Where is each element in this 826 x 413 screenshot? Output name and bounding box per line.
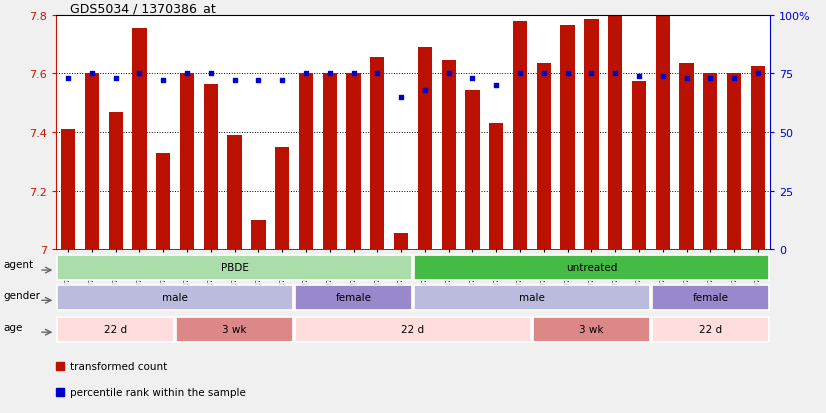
Bar [394, 234, 408, 250]
Text: percentile rank within the sample: percentile rank within the sample [70, 387, 246, 397]
Text: agent: agent [3, 260, 34, 270]
Bar [751, 67, 765, 250]
Text: 3 wk: 3 wk [579, 325, 604, 335]
Text: female: female [692, 293, 729, 303]
Bar [727, 74, 741, 250]
Bar [537, 64, 551, 250]
Bar [132, 29, 146, 250]
Point [490, 83, 503, 89]
FancyBboxPatch shape [414, 255, 769, 280]
Point [442, 71, 455, 78]
Text: 3 wk: 3 wk [222, 325, 247, 335]
Bar [275, 147, 289, 250]
Text: PBDE: PBDE [221, 263, 249, 273]
FancyBboxPatch shape [295, 317, 531, 342]
Text: 22 d: 22 d [401, 325, 425, 335]
FancyBboxPatch shape [176, 317, 293, 342]
Bar [251, 221, 265, 250]
Point [347, 71, 360, 78]
Point [514, 71, 527, 78]
Point [633, 73, 646, 80]
Point [323, 71, 336, 78]
Point [61, 76, 74, 82]
Text: age: age [3, 322, 23, 332]
Point [371, 71, 384, 78]
Bar [632, 82, 646, 250]
Point [109, 76, 122, 82]
Bar [180, 74, 194, 250]
Bar [608, 15, 622, 250]
Point [537, 71, 550, 78]
Bar [703, 74, 718, 250]
Bar [561, 26, 575, 250]
Point [228, 78, 241, 85]
Text: female: female [335, 293, 372, 303]
Text: 22 d: 22 d [104, 325, 127, 335]
Point [204, 71, 217, 78]
Text: GDS5034 / 1370386_at: GDS5034 / 1370386_at [70, 2, 216, 14]
FancyBboxPatch shape [652, 317, 769, 342]
Bar [489, 124, 503, 250]
Bar [370, 58, 384, 250]
Bar [156, 153, 170, 250]
Point [609, 71, 622, 78]
FancyBboxPatch shape [57, 317, 174, 342]
Point [252, 78, 265, 85]
Point [680, 76, 693, 82]
Bar [513, 21, 527, 250]
Point [704, 76, 717, 82]
Point [157, 78, 170, 85]
Point [752, 71, 765, 78]
Bar [346, 74, 361, 250]
Text: 22 d: 22 d [699, 325, 722, 335]
Bar [108, 112, 123, 250]
Point [561, 71, 574, 78]
Point [585, 71, 598, 78]
Bar [442, 61, 456, 250]
Point [85, 71, 98, 78]
Point [133, 71, 146, 78]
Point [466, 76, 479, 82]
Text: untreated: untreated [566, 263, 617, 273]
FancyBboxPatch shape [533, 317, 650, 342]
Text: transformed count: transformed count [70, 361, 168, 371]
Point [180, 71, 193, 78]
Point [276, 78, 289, 85]
Bar [656, 15, 670, 250]
FancyBboxPatch shape [57, 285, 293, 311]
Text: male: male [519, 293, 545, 303]
Bar [61, 130, 75, 250]
Point [299, 71, 312, 78]
Bar [680, 64, 694, 250]
FancyBboxPatch shape [414, 285, 650, 311]
Bar [418, 48, 432, 250]
Bar [465, 90, 480, 250]
Bar [299, 74, 313, 250]
Point [395, 94, 408, 101]
Text: male: male [162, 293, 188, 303]
Point [656, 73, 669, 80]
Bar [204, 85, 218, 250]
Point [728, 76, 741, 82]
Point [418, 87, 431, 94]
FancyBboxPatch shape [57, 255, 412, 280]
FancyBboxPatch shape [652, 285, 769, 311]
Text: gender: gender [3, 290, 40, 300]
FancyBboxPatch shape [295, 285, 412, 311]
Bar [584, 20, 599, 250]
Bar [323, 74, 337, 250]
Bar [85, 74, 99, 250]
Bar [227, 136, 242, 250]
